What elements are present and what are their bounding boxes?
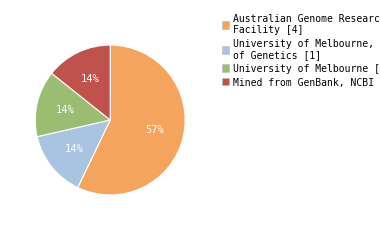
Wedge shape: [35, 73, 110, 137]
Text: 14%: 14%: [56, 105, 75, 115]
Legend: Australian Genome Research
Facility [4], University of Melbourne, Dept.
of Genet: Australian Genome Research Facility [4],…: [218, 10, 380, 91]
Text: 14%: 14%: [65, 144, 84, 154]
Wedge shape: [52, 45, 110, 120]
Wedge shape: [37, 120, 110, 187]
Wedge shape: [78, 45, 185, 195]
Text: 14%: 14%: [81, 74, 100, 84]
Text: 57%: 57%: [146, 125, 164, 135]
